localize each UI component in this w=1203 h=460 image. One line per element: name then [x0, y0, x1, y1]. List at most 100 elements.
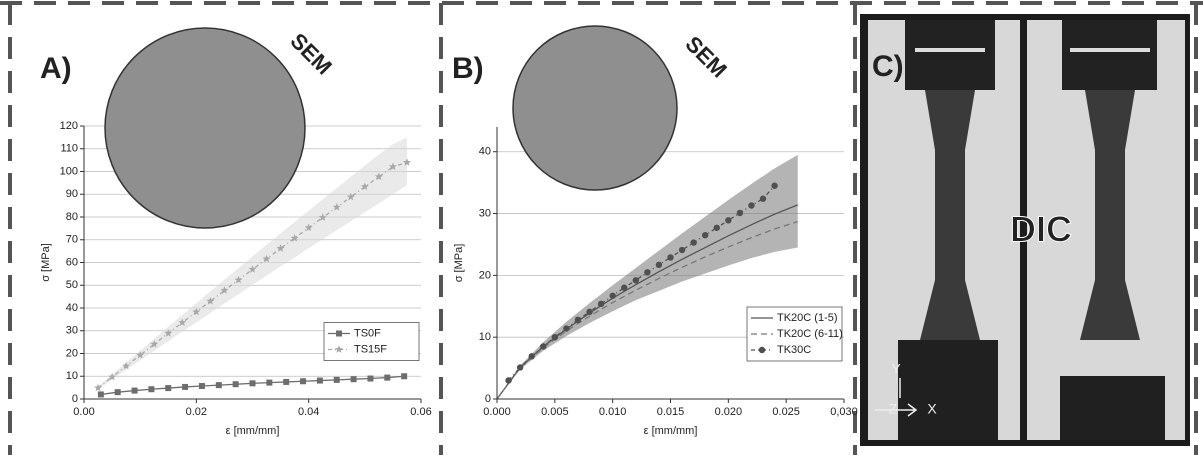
marker: [771, 182, 778, 189]
marker: [262, 254, 271, 263]
marker: [300, 378, 307, 385]
marker: [97, 391, 104, 398]
annotation: SEM: [680, 31, 731, 82]
y-tick-label: 10: [66, 370, 78, 382]
marker: [182, 383, 189, 390]
marker: [164, 329, 173, 337]
marker: [374, 172, 383, 181]
y-tick-label: 20: [479, 269, 491, 281]
x-tick-label: 0,030: [830, 406, 858, 418]
legend-label: TK20C (1-5): [777, 312, 838, 324]
sem-inset: [512, 25, 678, 191]
marker: [388, 162, 397, 171]
marker: [632, 277, 639, 284]
y-tick-label: 70: [66, 234, 78, 246]
marker: [220, 286, 229, 294]
marker: [403, 158, 411, 166]
panel-label: C): [872, 50, 904, 83]
marker: [335, 345, 343, 353]
x-tick-label: 0.020: [715, 406, 743, 418]
marker: [248, 265, 257, 273]
y-tick-label: 90: [66, 188, 78, 200]
x-tick-label: 0.02: [186, 406, 207, 418]
marker: [318, 213, 327, 221]
marker: [165, 385, 172, 392]
marker: [401, 373, 408, 380]
marker: [136, 350, 145, 359]
marker: [609, 292, 616, 299]
x-tick-label: 0.010: [599, 406, 627, 418]
marker: [748, 202, 755, 209]
marker: [551, 333, 559, 341]
y-tick-label: 20: [66, 347, 78, 359]
y-tick-label: 100: [60, 165, 78, 177]
y-tick-label: 0: [485, 393, 491, 405]
legend-box: [323, 322, 420, 361]
marker: [690, 239, 697, 246]
y-tick-label: 110: [60, 143, 78, 155]
marker: [94, 383, 102, 392]
marker: [360, 182, 369, 191]
marker: [350, 376, 357, 383]
confidence-band: [497, 154, 798, 399]
marker: [678, 246, 686, 254]
y-tick-label: 40: [66, 302, 78, 314]
x-tick-label: 0.00: [73, 406, 94, 418]
marker: [114, 389, 121, 396]
marker: [148, 386, 155, 393]
marker: [384, 374, 391, 381]
legend-label: TK20C (6-11): [777, 328, 843, 340]
marker: [505, 377, 512, 384]
marker: [290, 234, 299, 242]
y-tick-label: 10: [479, 331, 491, 343]
x-axis-label: ε [mm/mm]: [644, 425, 698, 437]
photo: [860, 14, 1190, 446]
marker: [540, 343, 547, 350]
marker: [122, 361, 131, 370]
marker: [215, 382, 222, 389]
marker: [725, 217, 732, 224]
axis-arrows: [875, 378, 918, 417]
marker: [316, 377, 323, 384]
marker: [336, 330, 342, 337]
marker: [283, 378, 290, 385]
marker: [234, 275, 243, 284]
series-line: [496, 204, 798, 400]
marker: [758, 346, 766, 354]
sem-inset: [104, 27, 306, 229]
legend-label: TK30C: [777, 344, 811, 356]
y-tick-label: 40: [479, 146, 491, 158]
x-tick-label: 0.06: [410, 406, 431, 418]
x-axis-label: ε [mm/mm]: [226, 425, 280, 437]
marker: [304, 223, 313, 232]
marker: [621, 284, 628, 291]
axis-z: Z: [889, 401, 898, 417]
x-tick-label: 0.000: [483, 406, 511, 418]
marker: [232, 381, 239, 388]
y-tick-label: 50: [66, 279, 78, 291]
marker: [713, 224, 720, 231]
x-tick-label: 0.025: [772, 406, 800, 418]
marker: [597, 300, 605, 307]
marker: [759, 195, 767, 202]
marker: [736, 209, 744, 217]
y-tick-label: 80: [66, 211, 78, 223]
panel-label: B): [452, 52, 484, 85]
marker: [131, 387, 138, 394]
y-axis-label: σ [MPa]: [40, 243, 52, 282]
annotation: SEM: [285, 28, 336, 79]
marker: [346, 192, 355, 201]
marker: [563, 325, 570, 332]
legend-label: TS15F: [354, 343, 387, 355]
y-tick-label: 120: [60, 120, 78, 132]
axis-x: X: [927, 401, 937, 417]
x-tick-label: 0.04: [298, 406, 319, 418]
marker: [516, 364, 524, 371]
y-tick-label: 0: [72, 393, 78, 405]
marker: [574, 316, 582, 324]
marker: [528, 353, 535, 360]
dic-label: DIC: [1010, 209, 1072, 250]
marker: [332, 203, 341, 211]
